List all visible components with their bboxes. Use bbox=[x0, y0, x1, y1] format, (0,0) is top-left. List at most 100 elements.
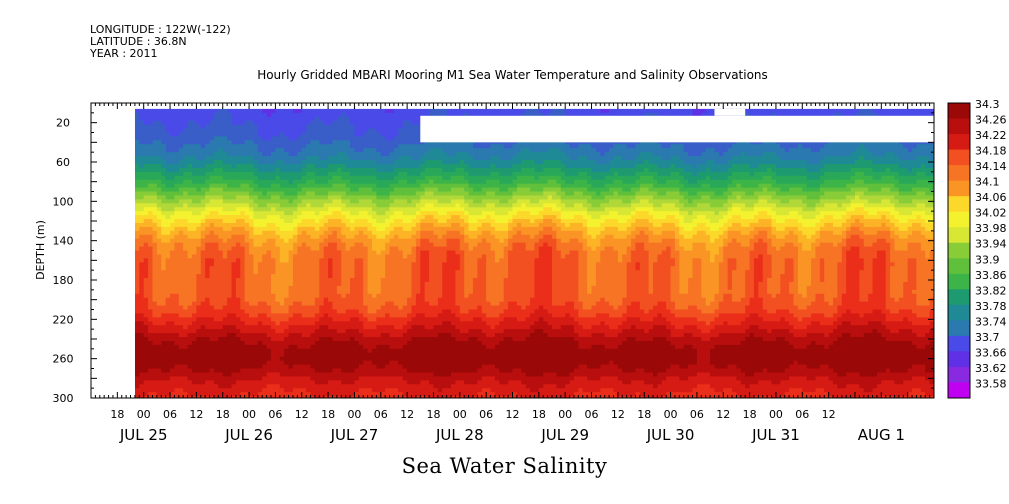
heatmap-cell bbox=[306, 179, 312, 185]
heatmap-cell bbox=[205, 281, 211, 287]
heatmap-cell bbox=[240, 199, 246, 204]
heatmap-cell bbox=[227, 360, 233, 366]
heatmap-cell bbox=[411, 120, 417, 126]
heatmap-cell bbox=[393, 163, 399, 169]
heatmap-cell bbox=[292, 329, 298, 334]
heatmap-cell bbox=[363, 211, 369, 216]
heatmap-cell bbox=[156, 219, 162, 224]
heatmap-cell bbox=[257, 148, 263, 153]
heatmap-cell bbox=[319, 388, 325, 393]
heatmap-cell bbox=[336, 297, 342, 303]
heatmap-cell bbox=[222, 230, 228, 236]
heatmap-cell bbox=[170, 144, 176, 149]
heatmap-cell bbox=[398, 270, 404, 275]
heatmap-cell bbox=[244, 152, 250, 157]
heatmap-cell bbox=[266, 179, 272, 185]
heatmap-cell bbox=[385, 364, 391, 370]
heatmap-cell bbox=[257, 384, 263, 389]
heatmap-cell bbox=[165, 203, 171, 208]
heatmap-cell bbox=[314, 124, 320, 130]
heatmap-cell bbox=[420, 297, 426, 303]
heatmap-cell bbox=[310, 230, 316, 236]
heatmap-cell bbox=[372, 380, 377, 385]
heatmap-cell bbox=[257, 238, 263, 244]
heatmap-cell bbox=[424, 152, 430, 157]
heatmap-cell bbox=[415, 140, 421, 145]
heatmap-cell bbox=[284, 285, 290, 291]
heatmap-cell bbox=[341, 152, 347, 157]
heatmap-cell bbox=[257, 258, 263, 263]
heatmap-cell bbox=[415, 321, 421, 326]
heatmap-cell bbox=[310, 203, 316, 208]
heatmap-cell bbox=[297, 293, 303, 299]
heatmap-cell bbox=[148, 289, 154, 295]
heatmap-cell bbox=[415, 207, 421, 212]
heatmap-cell bbox=[262, 136, 268, 141]
heatmap-cell bbox=[297, 337, 303, 342]
heatmap-cell bbox=[323, 215, 329, 220]
heatmap-cell bbox=[143, 128, 149, 134]
heatmap-cell bbox=[178, 230, 184, 236]
heatmap-cell bbox=[266, 207, 272, 212]
heatmap-cell bbox=[297, 215, 303, 220]
heatmap-cell bbox=[279, 278, 285, 283]
heatmap-cell bbox=[328, 230, 334, 236]
heatmap-cell bbox=[398, 128, 404, 134]
heatmap-cell bbox=[284, 124, 290, 130]
heatmap-cell bbox=[257, 325, 263, 330]
heatmap-cell bbox=[148, 203, 154, 208]
heatmap-cell bbox=[420, 301, 426, 307]
heatmap-cell bbox=[183, 152, 189, 157]
heatmap-cell bbox=[393, 384, 399, 389]
heatmap-cell bbox=[380, 372, 386, 377]
heatmap-cell bbox=[420, 254, 426, 259]
heatmap-cell bbox=[389, 372, 395, 377]
heatmap-cell bbox=[253, 191, 259, 197]
heatmap-cell bbox=[139, 344, 145, 350]
heatmap-cell bbox=[314, 234, 320, 240]
heatmap-cell bbox=[358, 148, 364, 153]
heatmap-cell bbox=[301, 372, 307, 377]
heatmap-cell bbox=[174, 274, 180, 279]
heatmap-cell bbox=[292, 203, 298, 208]
heatmap-cell bbox=[218, 396, 224, 398]
heatmap-cell bbox=[178, 175, 184, 181]
heatmap-cell bbox=[213, 281, 219, 287]
heatmap-cell bbox=[161, 191, 167, 197]
heatmap-cell bbox=[354, 191, 360, 197]
heatmap-cell bbox=[319, 289, 325, 295]
heatmap-cell bbox=[332, 340, 338, 346]
heatmap-cell bbox=[205, 313, 211, 318]
heatmap-cell bbox=[134, 344, 140, 350]
heatmap-cell bbox=[398, 163, 404, 169]
heatmap-cell bbox=[385, 376, 391, 381]
heatmap-cell bbox=[341, 136, 347, 141]
heatmap-cell bbox=[148, 376, 154, 381]
heatmap-cell bbox=[314, 301, 320, 307]
heatmap-cell bbox=[161, 175, 167, 181]
heatmap-cell bbox=[385, 258, 391, 263]
heatmap-cell bbox=[222, 195, 228, 200]
heatmap-cell bbox=[218, 340, 224, 346]
heatmap-cell bbox=[205, 238, 211, 244]
heatmap-cell bbox=[148, 254, 154, 259]
heatmap-cell bbox=[363, 222, 369, 228]
heatmap-cell bbox=[385, 156, 391, 161]
heatmap-cell bbox=[244, 270, 250, 275]
heatmap-cell bbox=[139, 305, 145, 311]
heatmap-cell bbox=[209, 187, 215, 193]
heatmap-cell bbox=[227, 329, 233, 334]
heatmap-cell bbox=[205, 160, 211, 165]
heatmap-cell bbox=[275, 305, 281, 311]
heatmap-cell bbox=[354, 352, 360, 358]
heatmap-cell bbox=[310, 152, 316, 157]
heatmap-cell bbox=[402, 340, 408, 346]
heatmap-cell bbox=[284, 215, 290, 220]
heatmap-cell bbox=[134, 167, 140, 173]
heatmap-cell bbox=[183, 230, 189, 236]
heatmap-cell bbox=[389, 179, 395, 185]
heatmap-cell bbox=[319, 183, 325, 189]
heatmap-cell bbox=[240, 380, 246, 385]
heatmap-cell bbox=[385, 203, 391, 208]
heatmap-cell bbox=[156, 325, 162, 330]
